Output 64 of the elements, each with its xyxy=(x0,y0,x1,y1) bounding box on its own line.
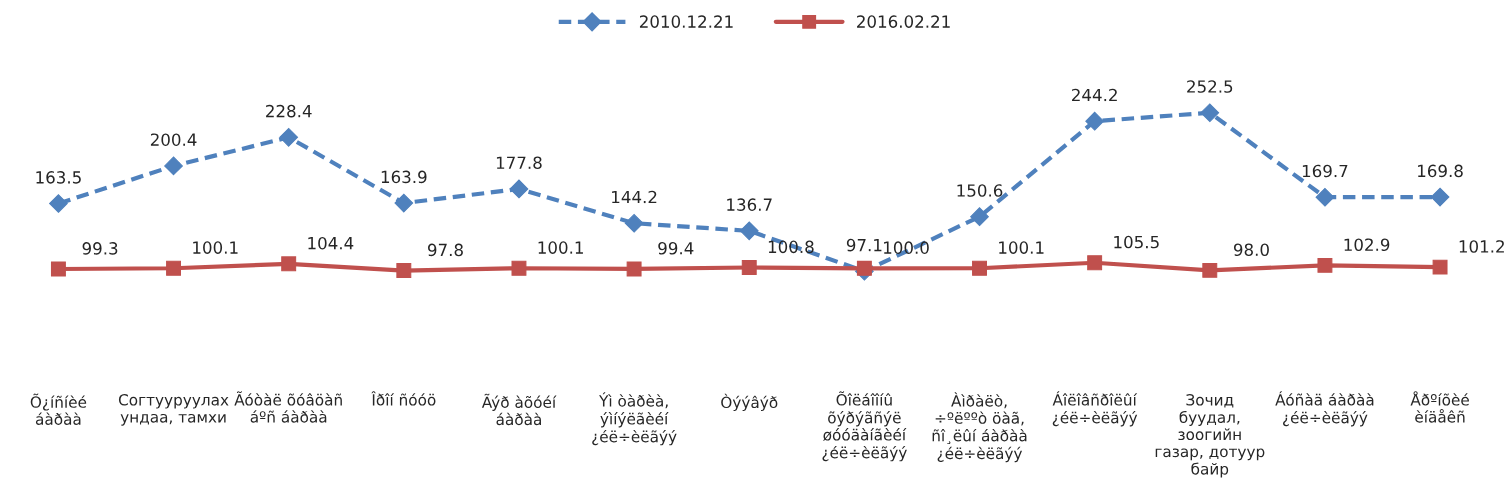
data-label: 244.2 xyxy=(1072,88,1117,102)
point xyxy=(279,127,299,147)
point xyxy=(1085,111,1105,131)
data-label: 144.2 xyxy=(612,190,657,204)
data-label: 169.8 xyxy=(1418,164,1463,178)
point xyxy=(50,261,66,277)
data-label: 99.3 xyxy=(82,242,118,255)
x-tick-label: Õ¿íñíèé áàðàà xyxy=(30,393,87,425)
data-label: 98.0 xyxy=(1233,243,1269,257)
data-label: 100.1 xyxy=(538,241,583,254)
x-tick-label: Åðºíõèé èíäåêñ xyxy=(1410,391,1469,423)
x-tick-label: Ýì òàðèà, ýìíýëãèéí ¿éë÷èëãýý xyxy=(592,392,677,446)
point xyxy=(1317,257,1333,273)
data-label: 228.4 xyxy=(266,104,312,118)
x-tick-label: Согтууруулах ундаа, тамхи xyxy=(118,394,229,426)
data-label: 200.4 xyxy=(150,133,197,146)
point xyxy=(281,256,297,272)
data-label: 102.9 xyxy=(1344,238,1390,252)
data-label: 100.1 xyxy=(193,241,238,254)
point xyxy=(396,263,412,279)
data-label: 252.5 xyxy=(1187,80,1233,93)
data-label: 105.5 xyxy=(1114,235,1159,249)
point xyxy=(394,193,414,213)
point xyxy=(1315,187,1335,207)
point xyxy=(511,260,527,276)
x-tick-label: Õîëáîîíû õýðýãñýë øóóäàíãèéí ¿éë÷èëãýý xyxy=(822,391,907,462)
x-tick-label: Ãýð àõóéí áàðàà xyxy=(481,393,557,426)
point xyxy=(970,207,989,227)
x-tick-label: Òýýâýð xyxy=(721,393,778,412)
point xyxy=(1202,262,1218,278)
point xyxy=(1430,187,1450,207)
x-tick-label: Îðîí ñóóö xyxy=(371,391,436,406)
point xyxy=(164,156,183,176)
data-label: 169.7 xyxy=(1302,164,1348,178)
data-label: 177.8 xyxy=(496,156,542,170)
x-tick-label: Ãóòàë õóâöàñ áºñ áàðàà xyxy=(234,391,342,423)
x-tick-label: Áóñàä áàðàà ¿éë÷èëãýý xyxy=(1275,391,1374,427)
legend-label: 2016.02.21 xyxy=(857,15,950,28)
x-tick-label: Àìðàëò, ÷ºëººò öàã, ñî¸ëûí áàðàà ¿éë÷èëãýý xyxy=(932,392,1027,463)
point xyxy=(1432,259,1448,275)
point xyxy=(972,260,987,276)
point xyxy=(856,260,872,276)
point xyxy=(1200,103,1220,123)
point xyxy=(1087,255,1103,271)
point xyxy=(624,213,644,233)
point xyxy=(626,261,642,277)
data-label: 99.4 xyxy=(658,241,694,255)
data-label: 101.2 xyxy=(1459,240,1504,253)
data-label: 100.1 xyxy=(999,241,1044,254)
data-label: 97.8 xyxy=(427,243,463,257)
data-label: 163.9 xyxy=(381,170,427,184)
point xyxy=(739,221,759,241)
data-label: 150.6 xyxy=(957,184,1003,197)
data-label: 136.7 xyxy=(727,198,772,211)
data-label: 163.5 xyxy=(36,171,81,184)
point xyxy=(49,194,68,213)
point xyxy=(741,260,757,275)
data-label: 97.1 xyxy=(846,238,882,252)
x-tick-label: Áîëîâñðîëûí ¿éë÷èëãýý xyxy=(1052,391,1138,427)
data-label: 104.4 xyxy=(308,236,354,250)
x-tick-label: Зочид буудал, зоогийн газар, дотуур байр xyxy=(1155,394,1265,478)
point xyxy=(509,179,529,199)
point xyxy=(166,260,182,276)
legend-label: 2010.12.21 xyxy=(639,15,733,28)
